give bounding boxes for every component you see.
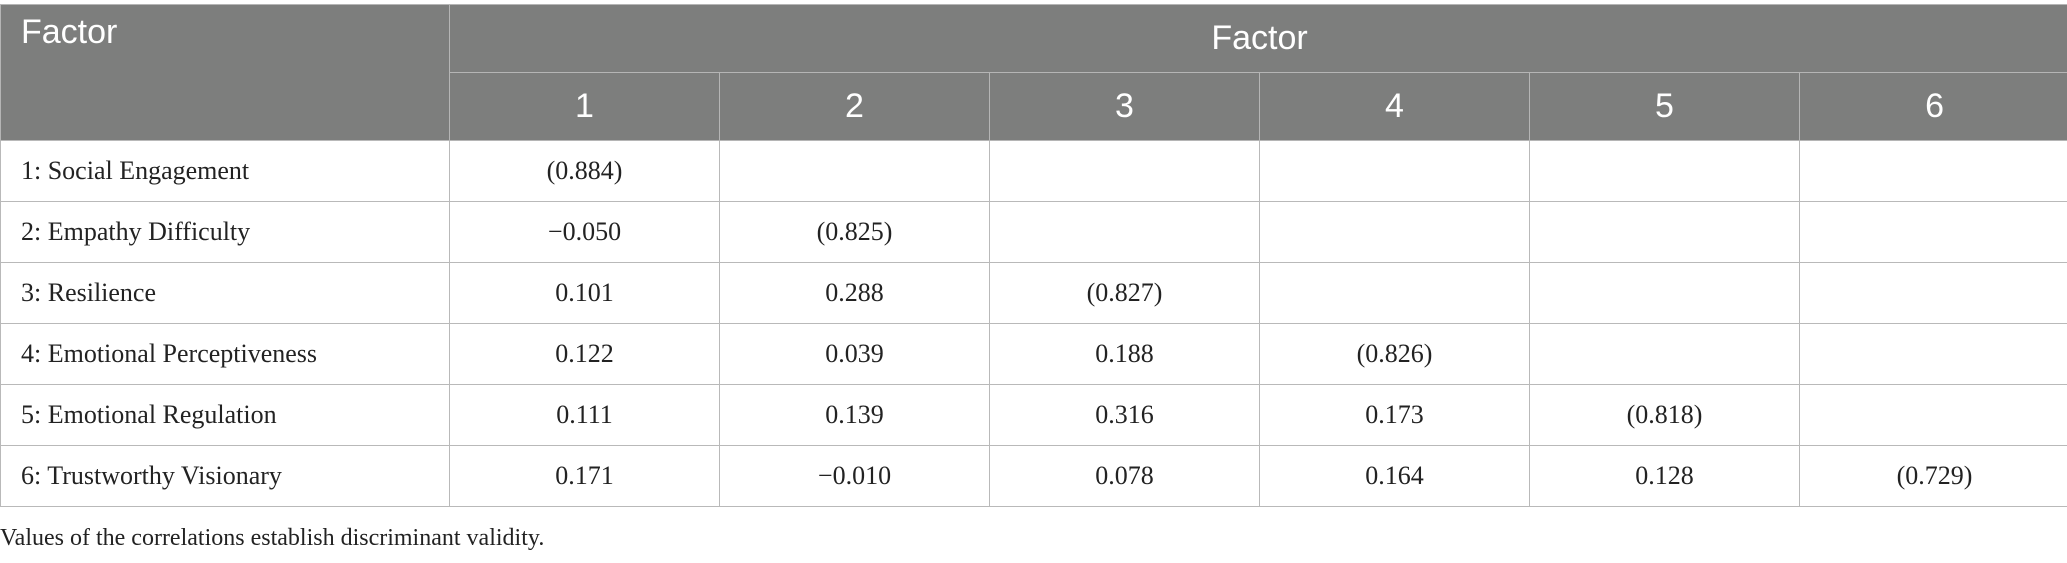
row-label: 6: Trustworthy Visionary (0, 445, 450, 507)
table-cell (1529, 262, 1800, 324)
table-row: 1: Social Engagement (0.884) (0, 140, 2067, 202)
table-row: 3: Resilience 0.101 0.288 (0.827) (0, 262, 2067, 324)
group-header: Factor (448, 4, 2067, 73)
table-cell: (0.826) (1259, 323, 1530, 385)
table-cell: 0.171 (449, 445, 720, 507)
row-label: 3: Resilience (0, 262, 450, 324)
table-cell (1798, 323, 2067, 385)
column-header-2: 2 (719, 72, 990, 141)
table-row: 4: Emotional Perceptiveness 0.122 0.039 … (0, 323, 2067, 385)
table-cell: (0.825) (719, 201, 990, 263)
table-row: 5: Emotional Regulation 0.111 0.139 0.31… (0, 384, 2067, 446)
table-cell: −0.050 (449, 201, 720, 263)
table-cell (989, 140, 1260, 202)
table-cell: (0.884) (449, 140, 720, 202)
table-cell: 0.316 (989, 384, 1260, 446)
correlation-table: Factor Factor 1 2 3 4 5 6 1: Social Enga… (0, 4, 2067, 507)
table-cell: 0.164 (1259, 445, 1530, 507)
table-cell (1529, 323, 1800, 385)
table-cell (989, 201, 1260, 263)
table-cell (1529, 140, 1800, 202)
column-header-6: 6 (1798, 72, 2067, 141)
table-cell: 0.173 (1259, 384, 1530, 446)
table-cell (1259, 262, 1530, 324)
table-cell (1798, 201, 2067, 263)
corner-header: Factor (0, 4, 450, 141)
table-row: 2: Empathy Difficulty −0.050 (0.825) (0, 201, 2067, 263)
column-header-4: 4 (1259, 72, 1530, 141)
table-cell (1798, 262, 2067, 324)
table-cell: 0.122 (449, 323, 720, 385)
table-cell: (0.827) (989, 262, 1260, 324)
column-header-3: 3 (989, 72, 1260, 141)
row-label: 5: Emotional Regulation (0, 384, 450, 446)
table-cell: 0.101 (449, 262, 720, 324)
table-cell (1798, 384, 2067, 446)
row-label: 4: Emotional Perceptiveness (0, 323, 450, 385)
table-cell: 0.288 (719, 262, 990, 324)
column-header-1: 1 (449, 72, 720, 141)
header-row-numbers: 1 2 3 4 5 6 (1, 72, 2067, 141)
table-cell: 0.188 (989, 323, 1260, 385)
table-header: Factor Factor 1 2 3 4 5 6 (0, 4, 2067, 141)
table-body: 1: Social Engagement (0.884) 2: Empathy … (0, 140, 2067, 507)
table-cell (1259, 140, 1530, 202)
correlation-table-container: Factor Factor 1 2 3 4 5 6 1: Social Enga… (0, 4, 2067, 507)
table-cell (1529, 201, 1800, 263)
table-cell: 0.078 (989, 445, 1260, 507)
table-cell: 0.111 (449, 384, 720, 446)
table-cell: (0.818) (1529, 384, 1800, 446)
table-cell (719, 140, 990, 202)
table-cell (1798, 140, 2067, 202)
table-footnote: Values of the correlations establish dis… (0, 525, 545, 551)
header-row-group: Factor Factor (0, 4, 2067, 141)
table-cell (1259, 201, 1530, 263)
table-cell: −0.010 (719, 445, 990, 507)
table-row: 6: Trustworthy Visionary 0.171 −0.010 0.… (0, 445, 2067, 507)
table-cell: 0.139 (719, 384, 990, 446)
table-cell: 0.039 (719, 323, 990, 385)
column-header-5: 5 (1529, 72, 1800, 141)
row-label: 2: Empathy Difficulty (0, 201, 450, 263)
row-label: 1: Social Engagement (0, 140, 450, 202)
table-cell: 0.128 (1529, 445, 1800, 507)
table-cell: (0.729) (1798, 445, 2067, 507)
